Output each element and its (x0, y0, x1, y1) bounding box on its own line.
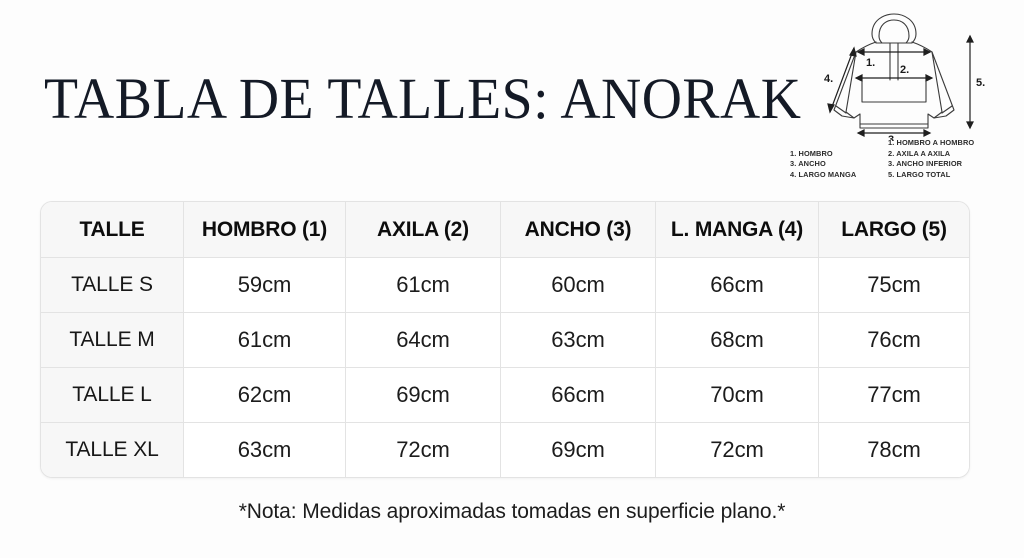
cell-hombro-l: 62cm (184, 368, 346, 423)
size-table-wrapper: TALLE HOMBRO (1) AXILA (2) ANCHO (3) L. … (40, 201, 970, 478)
cell-hombro-s: 59cm (184, 258, 346, 313)
column-header-manga: L. MANGA (4) (656, 202, 819, 258)
diagram-marker-4: 4. (824, 73, 833, 85)
column-header-hombro: HOMBRO (1) (184, 202, 346, 258)
page-title: TABLA DE TALLES: ANORAK (44, 66, 802, 131)
cell-ancho-m: 63cm (501, 313, 656, 368)
diagram-legend-right: 1. HOMBRO A HOMBRO 2. AXILA A AXILA 3. A… (888, 138, 1004, 180)
cell-size-l: TALLE L (41, 368, 184, 423)
table-row: TALLE S 59cm 61cm 60cm 66cm 75cm (41, 258, 969, 313)
diagram-legend: 1. HOMBRO 3. ANCHO 4. LARGO MANGA 1. HOM… (790, 138, 1010, 180)
measurement-note: *Nota: Medidas aproximadas tomadas en su… (238, 500, 786, 523)
legend-item-largo-total: 5. LARGO TOTAL (888, 169, 951, 179)
table-row: TALLE L 62cm 69cm 66cm 70cm 77cm (41, 368, 969, 423)
column-header-axila: AXILA (2) (346, 202, 501, 258)
cell-ancho-l: 66cm (501, 368, 656, 423)
cell-manga-xl: 72cm (656, 423, 819, 477)
legend-item-hombro-a-hombro: 1. HOMBRO A HOMBRO (888, 138, 975, 147)
cell-axila-xl: 72cm (346, 423, 501, 477)
cell-largo-s: 75cm (819, 258, 969, 313)
cell-manga-l: 70cm (656, 368, 819, 423)
size-table: TALLE HOMBRO (1) AXILA (2) ANCHO (3) L. … (40, 201, 970, 478)
cell-manga-s: 66cm (656, 258, 819, 313)
cell-size-m: TALLE M (41, 313, 184, 368)
diagram-marker-2: 2. (900, 64, 909, 76)
diagram-marker-3: 3. (888, 134, 897, 141)
cell-size-s: TALLE S (41, 258, 184, 313)
cell-ancho-s: 60cm (501, 258, 656, 313)
legend-item-ancho: 3. ANCHO (790, 159, 826, 169)
column-header-talle: TALLE (41, 202, 184, 258)
table-header-row: TALLE HOMBRO (1) AXILA (2) ANCHO (3) L. … (41, 202, 969, 258)
cell-size-xl: TALLE XL (41, 423, 184, 477)
legend-item-ancho-inferior: 3. ANCHO INFERIOR (888, 159, 963, 169)
cell-ancho-xl: 69cm (501, 423, 656, 477)
anorak-diagram-icon: 1. 2. 3. 4. 5. (824, 13, 985, 141)
diagram-legend-left: 1. HOMBRO 3. ANCHO 4. LARGO MANGA (790, 138, 882, 180)
table-row: TALLE XL 63cm 72cm 69cm 72cm 78cm (41, 423, 969, 477)
cell-manga-m: 68cm (656, 313, 819, 368)
legend-item-hombro: 1. HOMBRO (790, 148, 833, 158)
cell-hombro-m: 61cm (184, 313, 346, 368)
cell-largo-xl: 78cm (819, 423, 969, 477)
diagram-marker-5: 5. (976, 77, 985, 89)
garment-diagram-block: 1. 2. 3. 4. 5. 1. HOMBRO 3. ANCHO 4. LAR… (790, 6, 1010, 191)
legend-item-largo-manga: 4. LARGO MANGA (790, 169, 857, 179)
cell-axila-m: 64cm (346, 313, 501, 368)
cell-largo-l: 77cm (819, 368, 969, 423)
cell-hombro-xl: 63cm (184, 423, 346, 477)
cell-axila-l: 69cm (346, 368, 501, 423)
legend-item-axila-a-axila: 2. AXILA A AXILA (888, 148, 951, 158)
cell-axila-s: 61cm (346, 258, 501, 313)
cell-largo-m: 76cm (819, 313, 969, 368)
table-row: TALLE M 61cm 64cm 63cm 68cm 76cm (41, 313, 969, 368)
diagram-marker-1: 1. (866, 57, 875, 69)
column-header-ancho: ANCHO (3) (501, 202, 656, 258)
column-header-largo: LARGO (5) (819, 202, 969, 258)
